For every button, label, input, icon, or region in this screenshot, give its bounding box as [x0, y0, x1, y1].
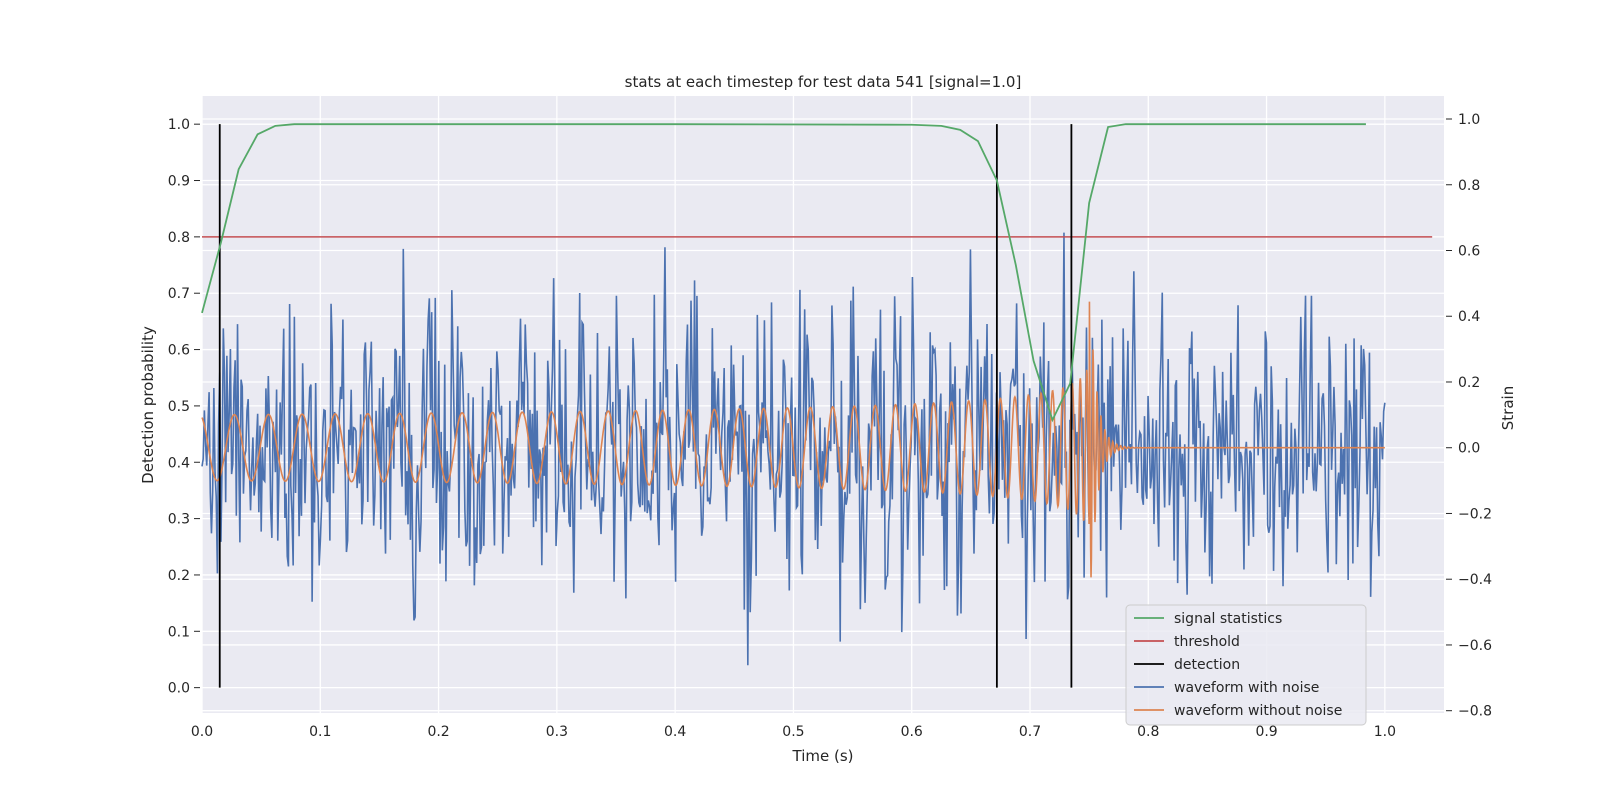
- legend-label: signal statistics: [1174, 611, 1282, 627]
- x-tick-label: 0.6: [901, 724, 923, 740]
- x-tick-label: 0.0: [191, 724, 213, 740]
- y-right-tick-label: 0.6: [1458, 243, 1480, 259]
- x-tick-label: 0.3: [546, 724, 568, 740]
- x-tick-label: 0.1: [309, 724, 331, 740]
- y-left-tick-label: 0.7: [168, 286, 190, 302]
- x-tick-label: 0.2: [427, 724, 449, 740]
- y-axis-left-ticks: 0.0 0.1 0.2 0.3 0.4 0.5 0.6 0.7 0.8 0.9 1.0: [168, 117, 200, 697]
- y-right-tick-label: 0.4: [1458, 309, 1480, 325]
- y-right-tick-label: 0.8: [1458, 178, 1480, 194]
- y-left-tick-label: 0.5: [168, 399, 190, 415]
- x-tick-label: 1.0: [1374, 724, 1396, 740]
- chart-title: stats at each timestep for test data 541…: [625, 73, 1022, 91]
- x-tick-label: 0.8: [1137, 724, 1159, 740]
- y-left-tick-label: 0.2: [168, 568, 190, 584]
- y-axis-left-label: Detection probability: [139, 326, 157, 484]
- y-left-tick-label: 0.9: [168, 174, 190, 190]
- x-axis-label: Time (s): [792, 747, 854, 765]
- y-left-tick-label: 0.8: [168, 230, 190, 246]
- y-left-tick-label: 0.0: [168, 681, 190, 697]
- legend: signal statistics threshold detection wavef…: [1125, 604, 1367, 726]
- series-waveform-with-noise: [201, 232, 1386, 666]
- x-tick-label: 0.5: [782, 724, 804, 740]
- legend-label: detection: [1174, 657, 1240, 673]
- y-right-tick-label: −0.8: [1458, 704, 1492, 720]
- y-axis-right-label: Strain: [1499, 386, 1517, 430]
- legend-label: threshold: [1174, 634, 1240, 650]
- y-right-tick-label: 0.0: [1458, 441, 1480, 457]
- y-right-tick-label: −0.4: [1458, 572, 1492, 588]
- y-right-tick-label: 1.0: [1458, 112, 1480, 128]
- x-axis-ticks: 0.0 0.1 0.2 0.3 0.4 0.5 0.6 0.7 0.8 0.9 1.0: [191, 724, 1396, 740]
- y-right-tick-label: −0.6: [1458, 638, 1492, 654]
- y-left-tick-label: 1.0: [168, 117, 190, 133]
- y-left-tick-label: 0.3: [168, 512, 190, 528]
- x-tick-label: 0.4: [664, 724, 686, 740]
- y-right-tick-label: 0.2: [1458, 375, 1480, 391]
- y-right-tick-label: −0.2: [1458, 506, 1492, 522]
- legend-label: waveform with noise: [1174, 680, 1319, 696]
- x-tick-label: 0.7: [1019, 724, 1041, 740]
- y-left-tick-label: 0.6: [168, 343, 190, 359]
- legend-label: waveform without noise: [1174, 703, 1342, 719]
- series-signal-statistics: [201, 123, 1366, 423]
- y-left-tick-label: 0.1: [168, 624, 190, 640]
- y-left-tick-label: 0.4: [168, 455, 190, 471]
- series-layer: [201, 123, 1433, 688]
- x-tick-label: 0.9: [1255, 724, 1277, 740]
- legend-box: [1125, 604, 1367, 726]
- y-axis-right-ticks: −0.8 −0.6 −0.4 −0.2 0.0 0.2 0.4 0.6 0.8 1.0: [1446, 112, 1492, 720]
- series-waveform-without-noise: [201, 301, 1385, 578]
